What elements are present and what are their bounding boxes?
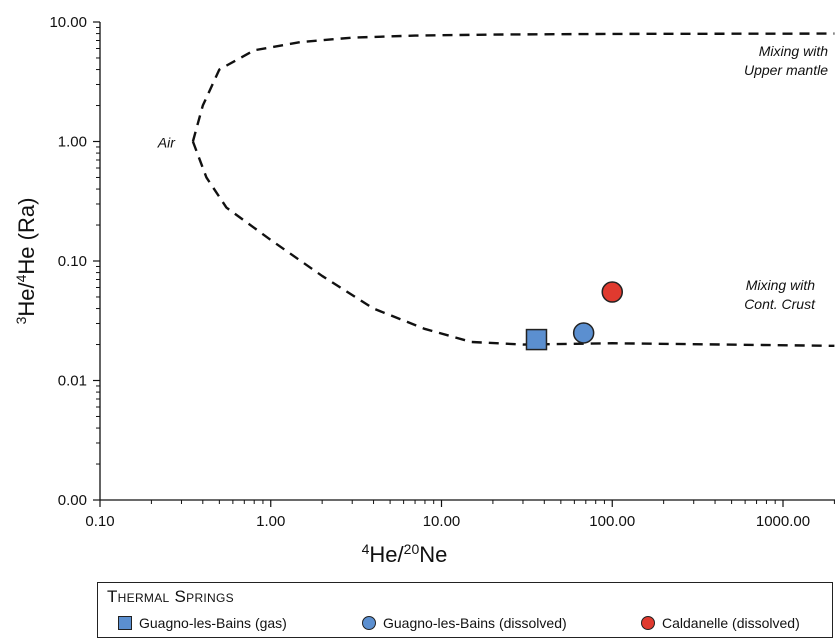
axes: 0.10 1.00 10.00 100.00 1000.00 0.00 0.01 0.10 1.… bbox=[49, 14, 835, 530]
air-label: Air bbox=[157, 135, 176, 151]
upper-mantle-label-line1: Mixing with bbox=[759, 43, 828, 59]
x-tick-label: 1.00 bbox=[256, 513, 285, 530]
x-tick-label: 1000.00 bbox=[756, 513, 810, 530]
upper-mantle-mixing-curve bbox=[191, 32, 835, 142]
circle-marker-icon bbox=[641, 616, 655, 630]
legend-label: Caldanelle (dissolved) bbox=[662, 615, 800, 631]
legend-item-gas: Guagno-les-Bains (gas) bbox=[118, 615, 287, 631]
data-point-circle bbox=[601, 281, 623, 303]
legend-label: Guagno-les-Bains (dissolved) bbox=[383, 615, 567, 631]
y-tick-label: 0.01 bbox=[58, 373, 87, 390]
data-points bbox=[525, 281, 623, 351]
crust-mixing-curve bbox=[191, 141, 835, 348]
x-axis-title: 4He/20Ne bbox=[362, 541, 448, 567]
crust-label-line1: Mixing with bbox=[746, 277, 815, 293]
x-tick-label: 0.10 bbox=[85, 513, 114, 530]
chart: 0.10 1.00 10.00 100.00 1000.00 0.00 0.01 0.10 1.… bbox=[13, 14, 835, 567]
legend-label: Guagno-les-Bains (gas) bbox=[139, 615, 287, 631]
legend: Thermal Springs Guagno-les-Bains (gas) G… bbox=[97, 582, 833, 638]
circle-marker-icon bbox=[362, 616, 376, 630]
x-tick-label: 100.00 bbox=[589, 513, 635, 530]
legend-item-dissolved: Guagno-les-Bains (dissolved) bbox=[362, 615, 567, 631]
data-point-circle bbox=[572, 322, 595, 344]
legend-title: Thermal Springs bbox=[107, 587, 234, 606]
y-tick-label: 0.10 bbox=[58, 253, 87, 270]
y-tick-label: 1.00 bbox=[58, 134, 87, 151]
legend-item-caldanelle: Caldanelle (dissolved) bbox=[641, 615, 800, 631]
data-point-square bbox=[525, 328, 548, 351]
square-marker-icon bbox=[118, 616, 132, 630]
y-tick-label: 10.00 bbox=[49, 14, 87, 31]
crust-label-line2: Cont. Crust bbox=[744, 296, 816, 312]
y-axis-title: 3He/4He (Ra) bbox=[13, 198, 39, 325]
x-tick-label: 10.00 bbox=[423, 513, 461, 530]
labels: 3He/4He (Ra) 4He/20Ne Air Mixing with Up… bbox=[13, 43, 828, 567]
mixing-curves bbox=[191, 32, 835, 348]
y-tick-label: 0.00 bbox=[58, 492, 87, 509]
upper-mantle-label-line2: Upper mantle bbox=[744, 62, 828, 78]
